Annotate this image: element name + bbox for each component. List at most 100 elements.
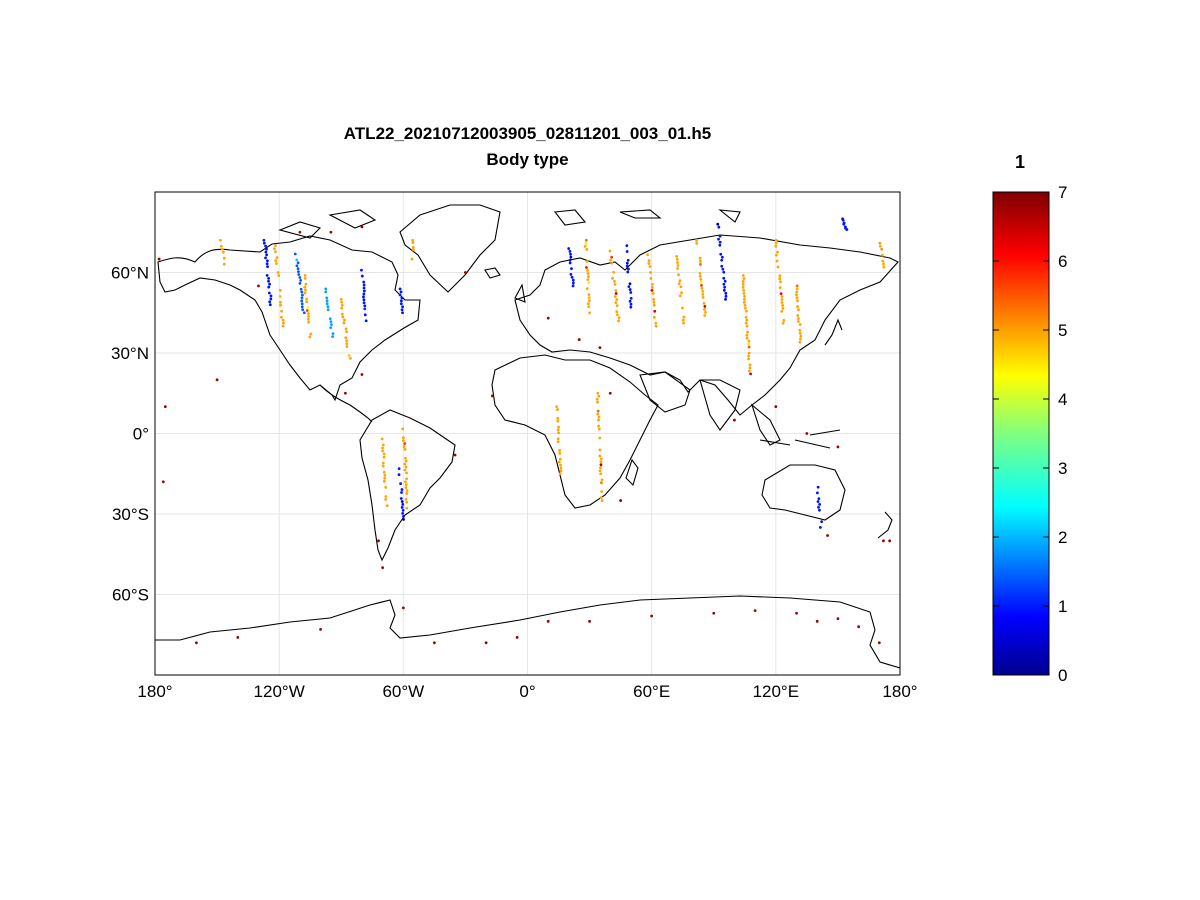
track-point [587,305,591,309]
coastal-point [163,405,167,409]
track-point [344,336,348,340]
track-point [276,271,280,274]
track-point [626,258,630,262]
track-point [816,485,820,489]
track-point [219,244,223,248]
track-point [384,495,388,498]
y-tick-label: 30°S [112,505,149,524]
coastal-point [298,230,302,234]
track-point [610,255,614,259]
track-point [400,296,404,300]
track-point [745,318,749,322]
track-point [265,253,269,257]
track-point [400,308,404,312]
track-point [741,283,745,286]
track-point [559,469,563,473]
track-point [748,366,752,370]
track-point [557,460,561,464]
track-point [326,305,330,309]
track-point [677,282,681,286]
track-point [383,473,387,477]
track-point [404,483,408,487]
track-point [778,274,782,278]
track-point [796,305,799,309]
track-point [556,440,560,444]
track-point [264,250,268,254]
track-point [615,313,619,317]
track-point [568,250,572,253]
track-point [724,291,728,295]
track-point [587,299,591,303]
track-point [676,267,679,270]
track-point [681,318,685,322]
track-point [300,293,304,297]
track-point [698,256,702,260]
y-tick-label: 60°N [111,264,149,283]
track-point [362,292,366,296]
track-point [362,283,366,287]
track-point [700,283,703,287]
track-point [558,472,562,476]
track-point [280,309,283,313]
track-point [362,295,365,299]
track-point [742,288,746,292]
coastal-point [712,611,716,615]
coastal-point [815,619,819,623]
track-point [399,482,402,485]
track-point [796,320,800,323]
track-point [650,286,654,289]
track-point [404,459,408,463]
track-point [349,356,352,360]
track-point [798,331,802,335]
track-point [614,289,618,292]
track-point [382,455,386,459]
track-point [745,336,749,340]
track-point [650,288,654,292]
track-point [815,491,819,495]
x-tick-labels: 180° 120°W 60°W 0° 60°E 120°E 180° [137,682,917,701]
track-point [362,280,366,284]
track-point [698,259,702,263]
track-point [269,297,273,301]
track-point [818,508,821,512]
track-point [718,240,722,244]
track-point [279,300,282,304]
track-point [795,293,798,297]
track-point [649,271,652,274]
coastal-point [588,619,591,623]
track-point [626,267,630,271]
track-point [617,319,621,323]
track-point [340,306,344,310]
track-point [678,279,682,283]
track-point [720,258,724,262]
track-point [405,492,409,495]
track-point [362,286,366,290]
track-point [625,244,629,248]
track-point [277,274,281,277]
track-point [362,301,366,305]
x-tick-label: 60°W [382,682,424,701]
track-point [625,264,629,268]
track-point [599,481,603,485]
track-point [717,225,721,229]
track-point [628,299,632,303]
track-point [746,330,750,334]
chart-subtitle: Body type [486,150,569,169]
map-axes-frame [154,191,901,676]
track-point [401,305,404,309]
track-point [329,320,333,324]
track-point [222,256,226,260]
track-point [703,314,707,317]
track-point [724,294,728,298]
track-point [595,397,599,401]
track-point [723,279,727,283]
track-point [743,303,747,307]
track-point [411,238,415,242]
track-point [325,302,329,306]
track-point [699,262,702,266]
coastal-point [619,499,623,502]
track-point [381,464,385,468]
coastal-point [836,617,840,621]
track-point [723,285,727,289]
track-point [629,296,633,300]
